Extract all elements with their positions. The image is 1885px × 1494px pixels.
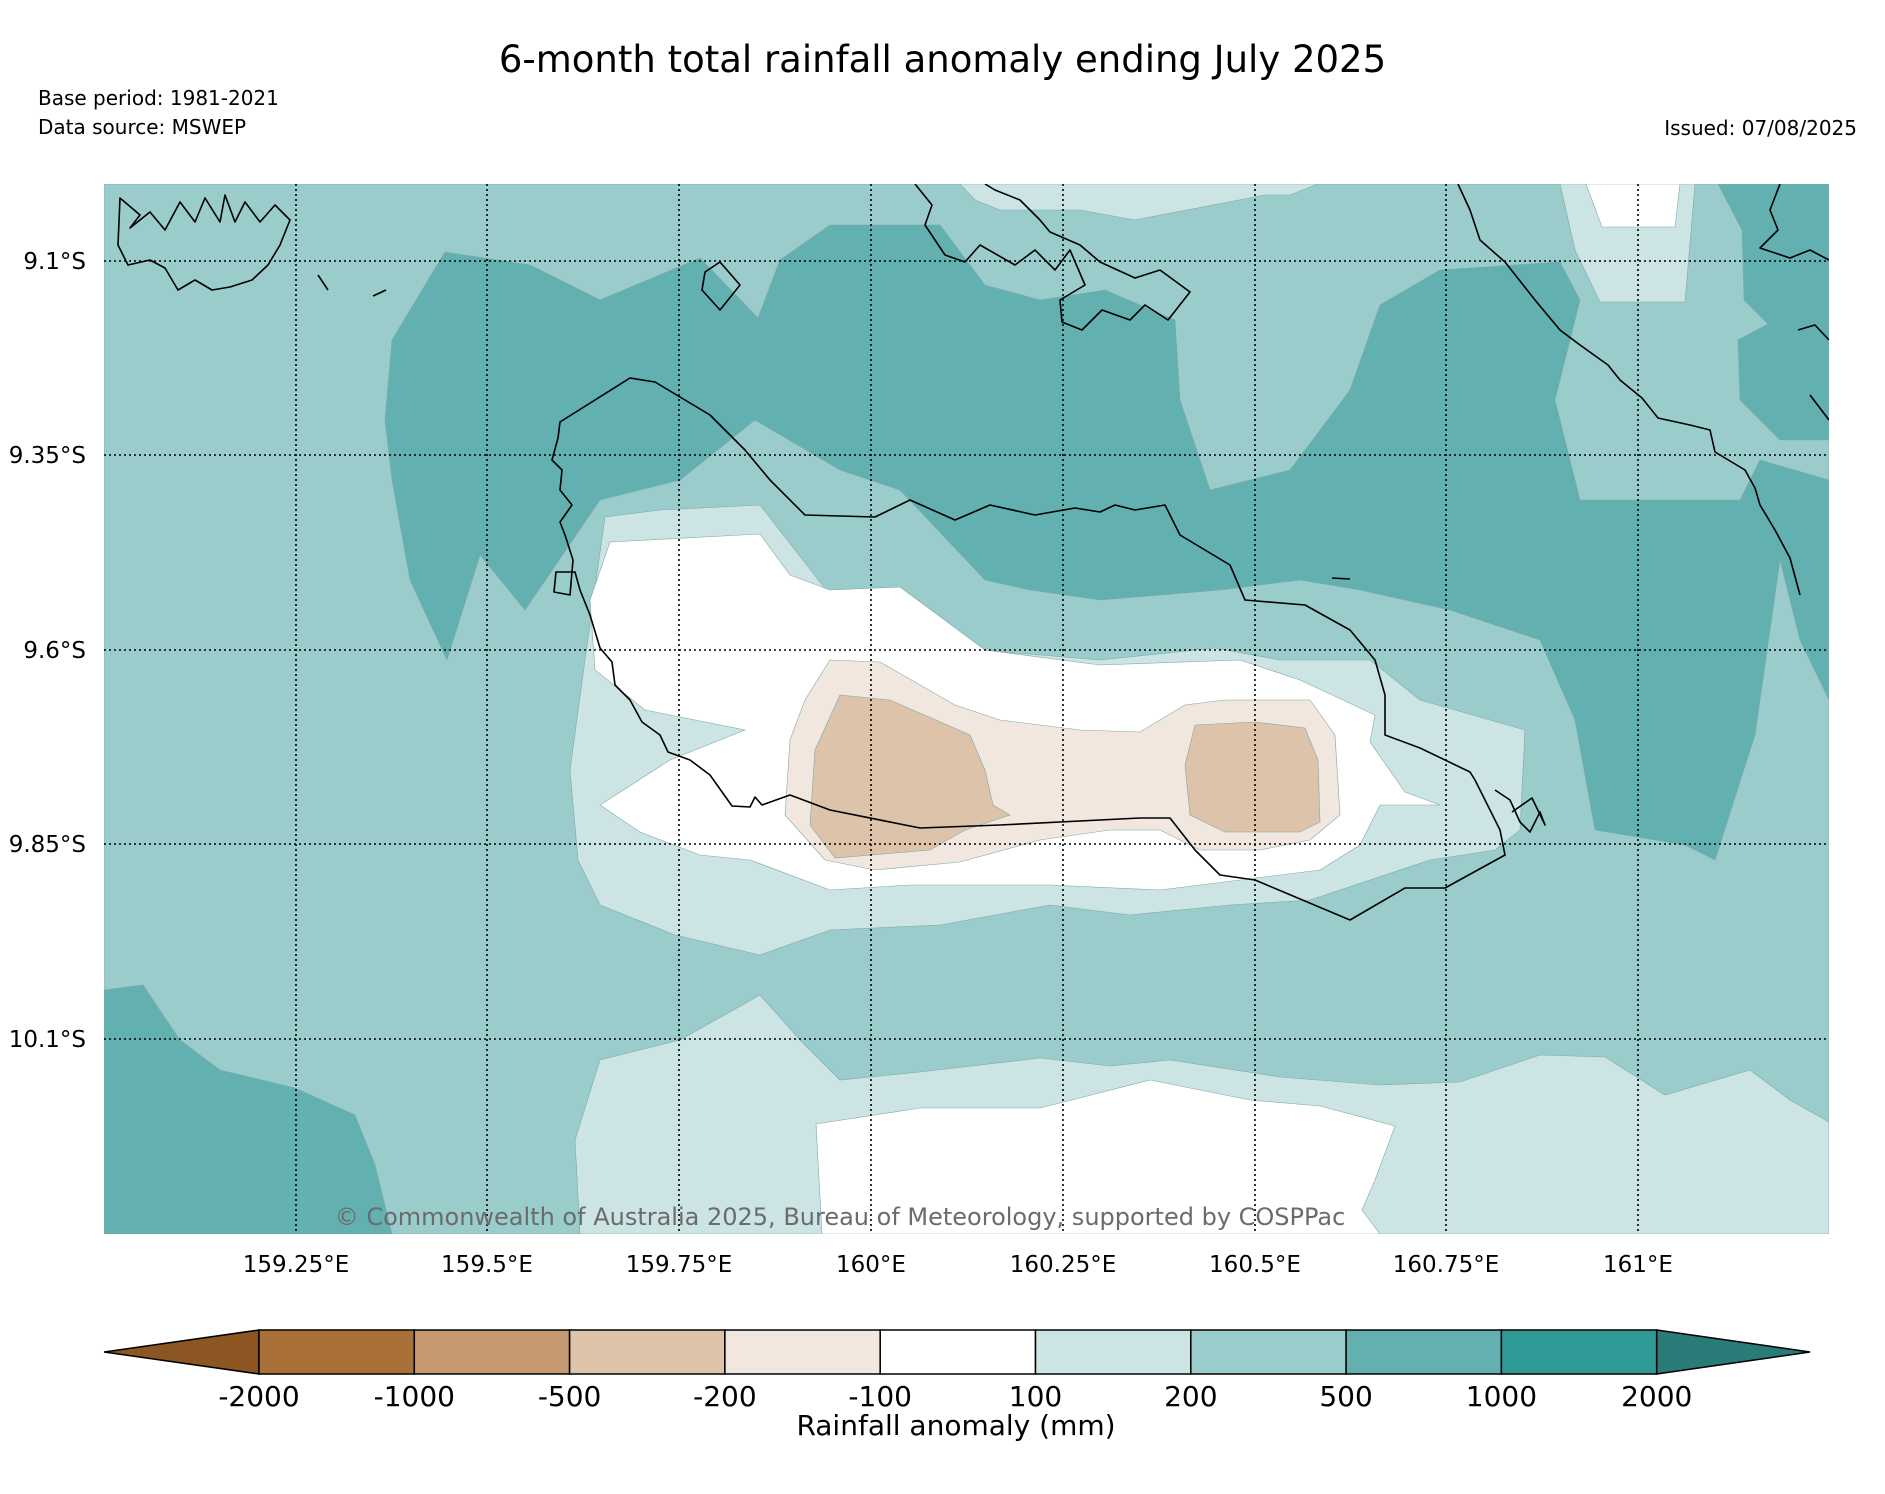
colorbar-segment [568,1329,726,1375]
lon-label: 160°E [836,1252,906,1278]
colorbar-tick-label: 2000 [1621,1380,1692,1413]
coastline-layer [117,184,1829,921]
coastline-se-tip [1494,789,1546,833]
coastline-nw-islet [701,261,741,311]
colorbar: -2000 -1000 -500 -200 -100 100 200 500 1000 2000 [103,1329,1811,1413]
base-period: Base period: 1981-2021 [38,86,279,110]
lon-label: 159.5°E [441,1252,533,1278]
contour-500-1000-ne [1717,184,1829,441]
issued-date: Issued: 07/08/2025 [1664,116,1857,140]
lon-label: 161°E [1603,1252,1673,1278]
colorbar-extend-max [1655,1329,1811,1375]
colorbar-segment [724,1329,881,1375]
coastline-main-island [551,377,1506,921]
contour-100-200-top-a [959,184,1319,221]
coastline-n-island [914,184,1191,331]
lat-label: 9.1°S [23,249,86,275]
colorbar-segment [413,1329,571,1375]
copyright-text: © Commonwealth of Australia 2025, Bureau… [335,1203,1346,1231]
meta-left: Base period: 1981-2021 Data source: MSWE… [38,84,279,142]
colorbar-tick-label: 200 [1164,1380,1217,1413]
contour-white-south [815,1079,1396,1234]
colorbar-segment [879,1329,1037,1375]
contour-500-1000-north [384,224,1829,861]
colorbar-tick-label: -200 [693,1380,757,1413]
contour-500-1000-sw [104,984,393,1234]
colorbar-tick-label: 1000 [1466,1380,1537,1413]
lat-label: 10.1°S [9,1027,86,1053]
contour-white-top-b [1585,184,1681,228]
coastline-nw-island [117,194,291,291]
lat-label: 9.85°S [9,832,86,858]
colorbar-tick-label: 100 [1009,1380,1062,1413]
contour-layer [104,184,1829,1234]
colorbar-segment [1034,1329,1192,1375]
latitude-labels: 9.1°S 9.35°S 9.6°S 9.85°S 10.1°S [9,249,86,1053]
colorbar-title: Rainfall anomaly (mm) [796,1409,1115,1442]
chart-title: 6-month total rainfall anomaly ending Ju… [498,38,1387,81]
longitude-labels: 159.25°E 159.5°E 159.75°E 160°E 160.25°E 160.… [243,1252,1673,1278]
colorbar-extend-min [103,1329,260,1375]
lat-label: 9.6°S [23,638,86,664]
contour-neg500-neg200-right [1184,721,1321,833]
colorbar-tick-label: -100 [848,1380,912,1413]
lon-label: 160.75°E [1393,1252,1500,1278]
contour-neg500-neg200-left [809,694,1011,859]
colorbar-tick-label: -1000 [374,1380,455,1413]
colorbar-segment [1345,1329,1503,1375]
coastline-e-island [1457,184,1801,596]
coastline-mid-dash [1331,577,1351,580]
colorbar-tick-label: -2000 [218,1380,299,1413]
coastline-e-far [1759,184,1829,421]
colorbar-segment [1190,1329,1347,1375]
colorbar-tick-label: -500 [538,1380,602,1413]
lon-label: 160.25°E [1010,1252,1117,1278]
lon-label: 159.25°E [243,1252,350,1278]
contour-small-blob [891,413,919,423]
coastline-nw-dash [317,274,387,297]
graticule [104,184,1829,1234]
lat-label: 9.35°S [9,443,86,469]
colorbar-tick-label: 500 [1319,1380,1372,1413]
lon-label: 160.5°E [1209,1252,1301,1278]
colorbar-segment [258,1329,416,1375]
colorbar-segment [1500,1329,1658,1375]
data-source: Data source: MSWEP [38,115,247,139]
lon-label: 159.75°E [626,1252,733,1278]
